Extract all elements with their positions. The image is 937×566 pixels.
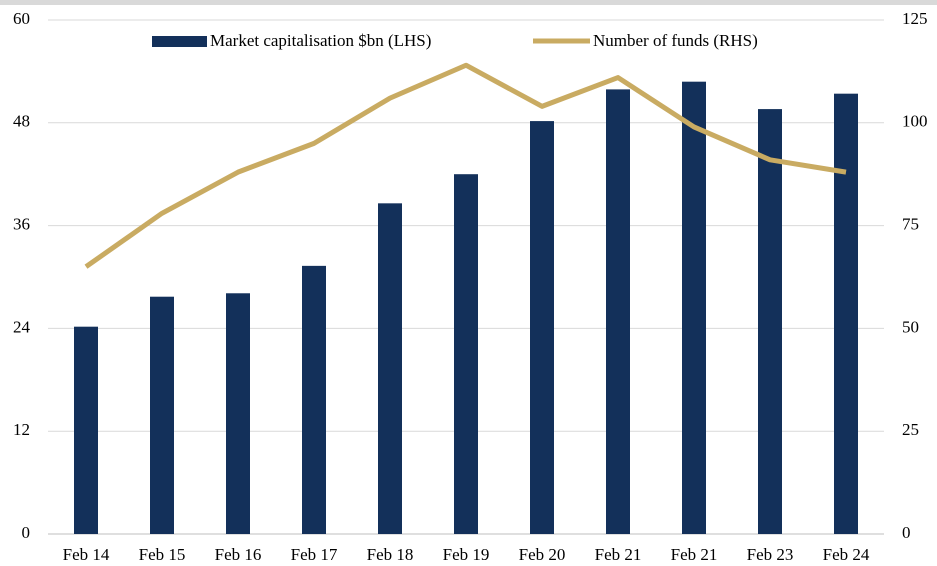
y-tick-label: 12	[13, 420, 30, 439]
x-tick-label: Feb 20	[519, 545, 566, 564]
bar	[454, 174, 478, 534]
y2-tick-label: 75	[902, 215, 919, 234]
x-tick-label: Feb 24	[823, 545, 870, 564]
top-strip	[0, 0, 937, 5]
x-tick-label: Feb 18	[367, 545, 414, 564]
bar	[682, 81, 706, 535]
line	[84, 62, 847, 269]
x-tick-label: Feb 19	[443, 545, 490, 564]
bar	[378, 203, 402, 534]
x-tick-label: Feb 17	[291, 545, 338, 564]
y2-tick-label: 125	[902, 9, 928, 28]
y2-tick-label: 0	[902, 523, 911, 542]
x-tick-label: Feb 14	[63, 545, 110, 564]
x-tick-label: Feb 21	[595, 545, 642, 564]
y2-tick-label: 50	[902, 317, 919, 336]
legend-swatch	[152, 36, 207, 47]
x-tick-label: Feb 21	[671, 545, 718, 564]
bar	[74, 326, 98, 534]
legend-label: Number of funds (RHS)	[593, 31, 758, 50]
y-tick-label: 36	[13, 215, 30, 234]
bar	[530, 121, 554, 534]
bar	[150, 296, 174, 534]
x-tick-label: Feb 16	[215, 545, 262, 564]
y-tick-label: 48	[13, 112, 30, 131]
y2-tick-label: 100	[902, 112, 928, 131]
bar	[606, 89, 630, 534]
bar	[834, 93, 858, 534]
bar	[302, 265, 326, 534]
y-tick-label: 24	[13, 317, 31, 336]
y-tick-label: 60	[13, 9, 30, 28]
legend-label: Market capitalisation $bn (LHS)	[210, 31, 431, 50]
bar	[758, 109, 782, 535]
y2-tick-label: 25	[902, 420, 919, 439]
bar	[226, 293, 250, 534]
x-tick-label: Feb 23	[747, 545, 794, 564]
y-tick-label: 0	[22, 523, 31, 542]
x-tick-label: Feb 15	[139, 545, 186, 564]
